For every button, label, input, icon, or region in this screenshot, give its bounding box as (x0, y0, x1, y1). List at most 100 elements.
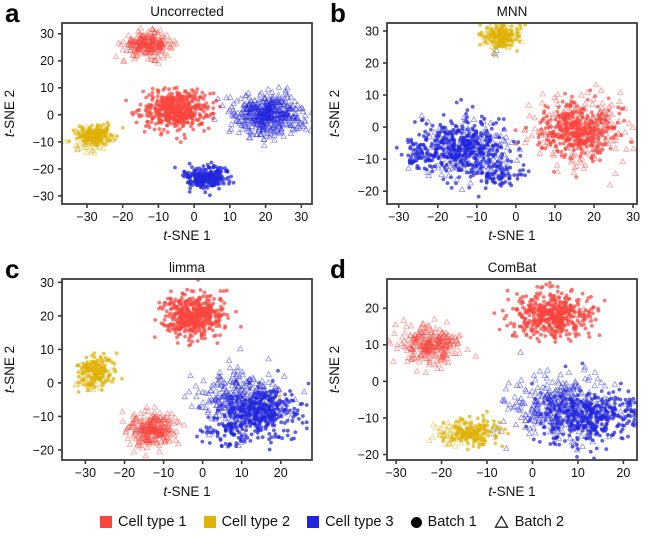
plot-frame (386, 22, 638, 205)
svg-text:−10: −10 (476, 466, 497, 480)
svg-text:20: 20 (259, 210, 273, 224)
svg-text:30: 30 (294, 210, 308, 224)
chart-combat: −30 −20 −10 0 10 20 −20 −10 0 10 20 ComBat t-SNE 1 t-… (327, 260, 638, 499)
svg-text:−20: −20 (33, 443, 54, 457)
legend-item-cell-type-1: Cell type 1 (100, 514, 187, 530)
panel-c: −30 −20 −10 0 10 20 −20 −10 0 10 20 30 limma t-SNE 1 t… (0, 254, 325, 508)
svg-text:20: 20 (365, 302, 379, 316)
svg-text:30: 30 (365, 24, 379, 38)
x-axis-label: t-SNE 1 (488, 228, 535, 243)
legend-label: Cell type 2 (221, 514, 291, 530)
cell-type-1-swatch-icon (100, 516, 113, 528)
svg-text:−30: −30 (385, 466, 406, 480)
svg-text:−20: −20 (431, 466, 452, 480)
chart-limma: −30 −20 −10 0 10 20 −20 −10 0 10 20 30 limma t-SNE 1 t… (2, 260, 313, 499)
plot-frame (61, 22, 313, 205)
legend-label: Cell type 3 (325, 514, 394, 530)
svg-text:10: 10 (223, 210, 237, 224)
svg-text:−30: −30 (75, 466, 96, 480)
svg-text:−20: −20 (112, 210, 133, 224)
legend-label: Batch 2 (514, 514, 564, 530)
chart-uncorrected: −30 −20 −10 0 10 20 30 −30 −20 −10 0 10 20 30 Uncorrec… (2, 4, 313, 243)
scatter-points (387, 281, 637, 460)
panel-title: ComBat (488, 260, 537, 275)
legend-label: Cell type 1 (118, 514, 187, 530)
svg-text:−20: −20 (358, 448, 379, 462)
panel-d: −30 −20 −10 0 10 20 −20 −10 0 10 20 ComBat t-SNE 1 t-… (325, 254, 650, 508)
svg-text:30: 30 (626, 210, 640, 224)
svg-text:−10: −10 (148, 210, 169, 224)
svg-text:−30: −30 (33, 189, 54, 203)
svg-text:−20: −20 (33, 162, 54, 176)
svg-text:0: 0 (372, 375, 379, 389)
legend-item-batch-1: Batch 1 (410, 514, 477, 530)
svg-text:−20: −20 (427, 210, 448, 224)
cell-type-3-swatch-icon (307, 516, 320, 528)
axis-ticks: −30 −20 −10 0 10 20 30 −30 −20 −10 0 10 20 30 (33, 27, 309, 224)
y-axis-label: t-SNE 2 (327, 346, 342, 393)
svg-text:20: 20 (365, 56, 379, 70)
svg-text:20: 20 (40, 54, 54, 68)
batch-1-filled-circle-icon (410, 516, 422, 528)
panel-label-b: b (330, 0, 346, 28)
svg-text:10: 10 (548, 210, 562, 224)
panel-title: MNN (497, 4, 528, 19)
svg-text:−10: −10 (358, 411, 379, 425)
panel-label-c: c (5, 254, 20, 284)
svg-text:20: 20 (274, 466, 288, 480)
panel-b: −30 −20 −10 0 10 20 30 −20 −10 0 10 20 30 MNN t-SNE 1 t… (325, 0, 650, 252)
y-axis-label: t-SNE 2 (2, 346, 17, 393)
svg-text:20: 20 (40, 309, 54, 323)
x-axis-label: t-SNE 1 (163, 228, 210, 243)
legend-label: Batch 1 (427, 514, 477, 530)
svg-text:−10: −10 (33, 135, 54, 149)
y-axis-label: t-SNE 2 (2, 90, 17, 137)
panel-label-d: d (330, 254, 346, 284)
scatter-points (72, 279, 311, 459)
svg-text:20: 20 (616, 466, 630, 480)
svg-text:10: 10 (40, 343, 54, 357)
plot-frame (61, 278, 313, 461)
x-axis-label: t-SNE 1 (488, 484, 535, 499)
svg-text:0: 0 (529, 466, 536, 480)
figure-legend: Cell type 1 Cell type 2 Cell type 3 Batc… (0, 508, 650, 536)
panel-title: Uncorrected (150, 4, 224, 19)
panel-title: limma (169, 260, 205, 275)
svg-text:0: 0 (199, 466, 206, 480)
axis-ticks: −30 −20 −10 0 10 20 −20 −10 0 10 20 (358, 302, 631, 480)
svg-text:−20: −20 (114, 466, 135, 480)
svg-text:−30: −30 (76, 210, 97, 224)
svg-text:0: 0 (512, 210, 519, 224)
svg-text:0: 0 (372, 121, 379, 135)
svg-text:10: 10 (235, 466, 249, 480)
svg-text:30: 30 (40, 276, 54, 290)
batch-2-open-triangle-icon (494, 515, 509, 529)
svg-text:10: 10 (40, 81, 54, 95)
scatter-points (62, 24, 312, 198)
svg-text:−10: −10 (33, 410, 54, 424)
panel-a: −30 −20 −10 0 10 20 30 −30 −20 −10 0 10 20 30 Uncorrec… (0, 0, 325, 252)
svg-text:0: 0 (47, 108, 54, 122)
svg-text:−30: −30 (388, 210, 409, 224)
legend-item-batch-2: Batch 2 (494, 514, 564, 530)
svg-text:−10: −10 (153, 466, 174, 480)
x-axis-label: t-SNE 1 (163, 484, 210, 499)
chart-mnn: −30 −20 −10 0 10 20 30 −20 −10 0 10 20 30 MNN t-SNE 1 t… (327, 4, 640, 243)
legend-item-cell-type-3: Cell type 3 (307, 514, 394, 530)
scatter-points (394, 23, 637, 199)
svg-text:10: 10 (571, 466, 585, 480)
panel-label-a: a (5, 0, 20, 28)
svg-text:10: 10 (365, 88, 379, 102)
svg-text:0: 0 (47, 376, 54, 390)
y-axis-label: t-SNE 2 (327, 90, 342, 137)
svg-text:−10: −10 (466, 210, 487, 224)
svg-text:10: 10 (365, 338, 379, 352)
legend-item-cell-type-2: Cell type 2 (203, 514, 291, 530)
svg-text:20: 20 (587, 210, 601, 224)
svg-text:0: 0 (191, 210, 198, 224)
plot-frame (386, 278, 638, 461)
cell-type-2-swatch-icon (203, 516, 216, 528)
svg-text:30: 30 (40, 27, 54, 41)
axis-ticks: −30 −20 −10 0 10 20 −20 −10 0 10 20 30 (33, 276, 288, 480)
